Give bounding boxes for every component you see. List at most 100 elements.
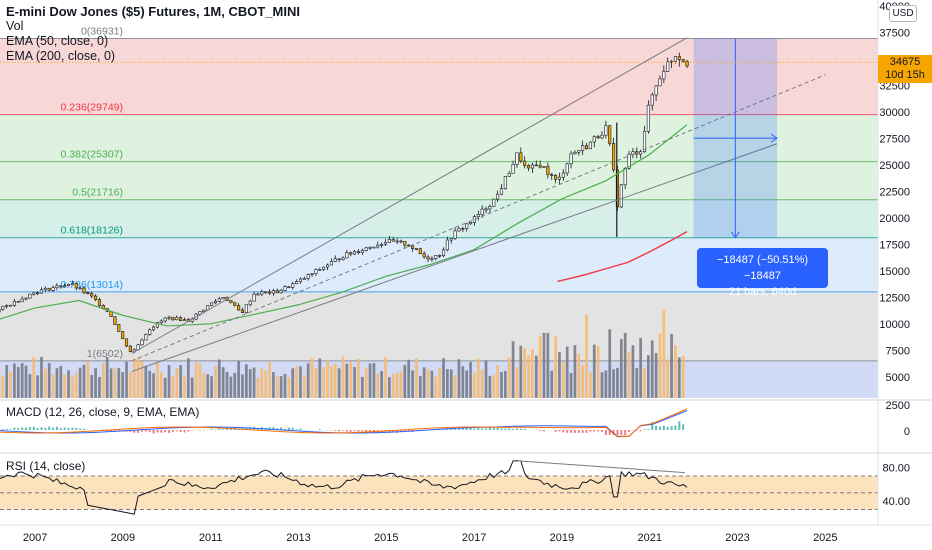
measure-arrow-right: [770, 133, 778, 143]
rsi-legend[interactable]: RSI (14, close): [6, 459, 86, 473]
macd-histogram-bar: [403, 430, 406, 431]
macd-histogram-bar: [353, 430, 356, 432]
volume-bar: [465, 370, 469, 398]
candle-body: [496, 193, 500, 200]
volume-bar: [608, 329, 612, 398]
candle-body: [24, 297, 28, 300]
volume-bar: [345, 363, 349, 398]
candle-body: [306, 274, 310, 279]
candle-body: [237, 305, 241, 311]
macd-histogram-bar: [245, 427, 248, 430]
candle-body: [411, 245, 415, 249]
candle-body: [581, 145, 585, 151]
candle-body: [685, 61, 689, 67]
macd-histogram-bar: [349, 430, 352, 432]
candle-body: [445, 239, 449, 251]
candle-body: [244, 304, 248, 314]
x-tick-label: 2013: [286, 532, 310, 544]
macd-histogram-bar: [67, 427, 70, 430]
candle-body: [565, 163, 569, 174]
vol-legend[interactable]: Vol: [6, 19, 24, 33]
volume-bar: [268, 362, 271, 398]
macd-histogram-bar: [59, 428, 62, 430]
candle-body: [368, 246, 372, 249]
symbol-title[interactable]: E-mini Dow Jones ($5) Futures, 1M, CBOT_…: [6, 4, 300, 19]
volume-bar: [175, 367, 179, 398]
volume-bar: [488, 376, 492, 398]
candle-body: [90, 293, 94, 297]
rsi-tick-label: 40.00: [882, 496, 910, 508]
macd-panel: 2500 0: [0, 400, 910, 438]
macd-histogram-bar: [481, 428, 484, 430]
candle-body: [16, 300, 20, 303]
volume-bar: [140, 361, 144, 398]
rsi-panel: 80.00 40.00: [0, 460, 910, 515]
currency-badge[interactable]: USD: [889, 5, 917, 22]
last-price-tag: 34675 10d 15h: [878, 55, 932, 83]
candle-body: [333, 258, 337, 262]
candle-body: [608, 125, 612, 144]
volume-bar: [399, 371, 403, 398]
candle-body: [642, 131, 647, 153]
candle-body: [503, 176, 507, 189]
candle-body: [159, 320, 163, 324]
candle-body: [604, 125, 608, 136]
candle-body: [59, 285, 63, 288]
volume-bar: [78, 367, 82, 398]
volume-bar: [523, 347, 527, 398]
ema200-legend[interactable]: EMA (200, close, 0): [6, 49, 116, 63]
candle-body: [82, 287, 86, 294]
candle-body: [426, 256, 430, 260]
candle-body: [484, 208, 488, 211]
candle-body: [353, 251, 357, 255]
candle-body: [577, 150, 581, 153]
volume-bar: [256, 377, 260, 398]
last-price: 34675: [889, 56, 921, 68]
candle-body: [39, 289, 44, 294]
macd-histogram-bar: [183, 430, 186, 433]
macd-histogram-bar: [589, 430, 592, 432]
volume-bar: [577, 353, 581, 398]
volume-bar: [376, 373, 380, 398]
volume-bar: [67, 370, 70, 398]
volume-bar: [233, 372, 237, 398]
candle-body: [233, 302, 237, 306]
candle-body: [329, 261, 333, 266]
candle-body: [252, 293, 256, 302]
ema50-legend[interactable]: EMA (50, close, 0): [6, 34, 109, 48]
volume-bar: [446, 369, 449, 398]
macd-histogram-bar: [624, 430, 627, 435]
candle-body: [124, 338, 129, 347]
volume-bar: [418, 376, 422, 398]
candle-body: [584, 145, 589, 150]
volume-bar: [214, 366, 217, 398]
macd-histogram-bar: [44, 428, 47, 430]
candle-body: [461, 228, 465, 230]
macd-histogram-bar: [539, 430, 542, 432]
macd-legend[interactable]: MACD (12, 26, close, 9, EMA, EMA): [6, 405, 200, 419]
macd-histogram-bar: [666, 426, 669, 430]
volume-bar: [677, 357, 681, 398]
volume-bar: [225, 371, 229, 398]
volume-bar: [357, 358, 360, 398]
volume-bar: [40, 356, 43, 398]
candle-body: [5, 305, 9, 307]
volume-bar: [167, 365, 171, 398]
volume-bar: [538, 336, 542, 398]
candle-body: [438, 255, 442, 257]
candle-body: [283, 286, 287, 291]
volume-bar: [113, 368, 117, 398]
volume-bar: [368, 363, 372, 398]
volume-bar: [202, 372, 206, 398]
candle-body: [554, 175, 558, 180]
volume-bar: [109, 368, 113, 398]
measure-info-box[interactable]: −18487 (−50.51%) −18487 21 bars, 640d: [697, 248, 828, 298]
candle-body: [175, 317, 179, 321]
fib-lines: 0(36931) 0.236(29749) 0.382(25307) 0.5(2171…: [0, 26, 878, 362]
candle-body: [457, 228, 461, 232]
volume-bar: [457, 359, 461, 398]
candle-body: [229, 300, 233, 304]
candle-body: [526, 165, 531, 169]
macd-histogram-bar: [523, 428, 526, 430]
